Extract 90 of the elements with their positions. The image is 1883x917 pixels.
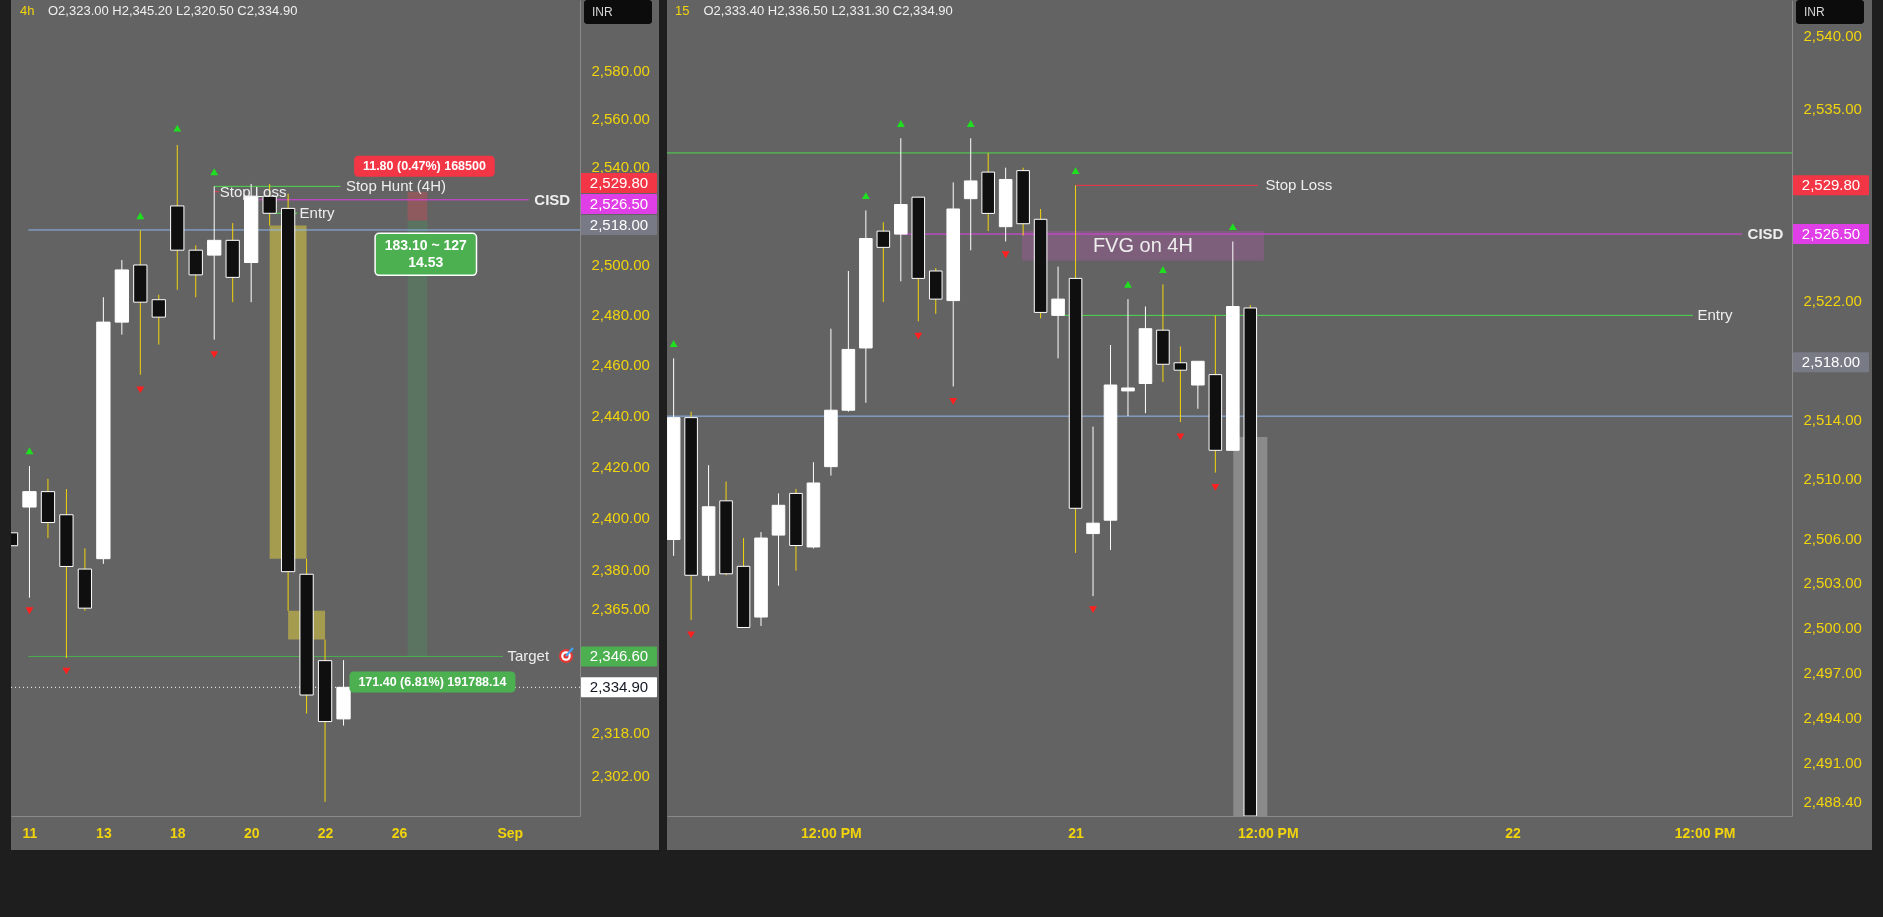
y-tick-label: 2,540.00 (591, 158, 650, 176)
point (25, 447, 34, 455)
y-tick-label: 2,400.00 (591, 508, 650, 526)
point (1228, 223, 1237, 231)
candlestick (22, 465, 37, 599)
y-tick-label: 2,560.00 (591, 109, 650, 127)
point (1071, 167, 1079, 175)
y-tick-label: 2,580.00 (591, 61, 650, 79)
point (136, 386, 145, 394)
x-tick-label: 12:00 PM (800, 824, 862, 841)
x-tick-label: 22 (317, 824, 334, 841)
y-tick-label: 2,535.00 (1803, 100, 1862, 118)
ref-line-label: CISD (534, 190, 571, 208)
chart-subtitle: O2,333.40 H2,336.50 L2,331.30 C2,334.90 (702, 3, 953, 18)
point (1210, 484, 1219, 491)
data-label: 171.40 (6.81%) 191788.14 (358, 674, 507, 689)
ref-line-label: CISD (1747, 225, 1784, 243)
y-tick-label: 2,318.00 (591, 723, 650, 741)
y-axis-title: INR (592, 5, 613, 19)
y-tick-label: 2,440.00 (591, 406, 650, 424)
x-tick-label: 12:00 PM (1237, 824, 1299, 841)
ref-line-label: Stop Hunt (4H) (345, 177, 446, 195)
y-tick-label: 2,380.00 (591, 560, 650, 578)
chart-subtitle: O2,323.00 H2,345.20 L2,320.50 C2,334.90 (47, 3, 298, 18)
y-tick-label: 2,488.40 (1803, 792, 1862, 810)
x-tick-label: 18 (169, 824, 186, 841)
point (896, 120, 905, 127)
candlestick (1190, 360, 1205, 410)
text: 2,334.90 (589, 678, 649, 696)
chart-title: 4h (20, 3, 35, 18)
point (210, 351, 219, 359)
y-axis-title: INR (1803, 5, 1825, 19)
data-label: 11.80 (0.47%) 168500 (362, 159, 486, 174)
y-tick-label: 2,540.00 (1803, 26, 1862, 44)
x-tick-label: 22 (1504, 824, 1521, 841)
candlestick (1050, 266, 1065, 359)
y-tick-label: 2,491.00 (1803, 753, 1862, 771)
x-tick-label: 20 (243, 824, 260, 841)
x-tick-label: 26 (391, 824, 408, 841)
point (669, 340, 678, 347)
candlestick (1173, 345, 1187, 423)
ref-line-label: Stop Loss (1265, 176, 1332, 194)
x-tick-label: 12:00 PM (1674, 824, 1735, 841)
x-tick-label: 11 (22, 824, 38, 841)
y-tick-label: 2,460.00 (591, 356, 650, 374)
ref-line-label: Entry (299, 204, 336, 222)
text: 2,526.50 (1801, 225, 1860, 243)
y-tick-label: 2,503.00 (1803, 574, 1862, 592)
candlestick (876, 221, 890, 303)
text: 2,529.80 (589, 174, 649, 192)
point (948, 397, 957, 405)
y-tick-label: 2,480.00 (591, 306, 650, 324)
y-tick-label: 2,500.00 (591, 256, 650, 274)
candlestick (1085, 426, 1100, 597)
point (1123, 280, 1132, 288)
y-tick-label: 2,522.00 (1803, 292, 1862, 310)
point (966, 120, 975, 127)
x-tick-label: 21 (1067, 824, 1084, 841)
y-tick-label: 2,514.00 (1803, 410, 1862, 428)
y-tick-label: 2,365.00 (591, 599, 650, 617)
ref-line-label: Target (507, 647, 550, 665)
y-tick-label: 2,420.00 (591, 457, 650, 475)
candlestick (963, 137, 977, 251)
y-tick-label: 2,506.00 (1803, 529, 1862, 547)
point (25, 607, 34, 615)
point (861, 192, 870, 200)
point (62, 667, 71, 675)
x-tick-label: 13 (96, 824, 112, 841)
point (1158, 266, 1167, 273)
text: 2,529.80 (1801, 176, 1860, 194)
y-tick-label: 2,500.00 (1803, 618, 1862, 636)
chart-title: 15 (674, 3, 689, 18)
point (1001, 251, 1010, 259)
y-tick-label: 2,510.00 (1803, 470, 1862, 488)
y-tick-label: 2,302.00 (591, 766, 650, 784)
x-tick-label: Sep (497, 824, 524, 841)
band-label: FVG on 4H (1092, 233, 1193, 256)
text: 2,526.50 (589, 195, 649, 213)
point (1088, 606, 1097, 613)
y-tick-label: 2,494.00 (1803, 708, 1862, 726)
point (136, 212, 145, 220)
text: 2,346.60 (589, 647, 649, 665)
point (210, 168, 219, 176)
candlestick (151, 294, 166, 346)
ref-line-label: Entry (1696, 306, 1733, 324)
text: 2,518.00 (589, 216, 649, 234)
candlestick (1120, 298, 1135, 417)
annotation: 183.10 ~ 127 14.53 (384, 236, 468, 270)
text: 2,518.00 (1801, 353, 1860, 371)
y-tick-label: 2,497.00 (1803, 663, 1862, 681)
